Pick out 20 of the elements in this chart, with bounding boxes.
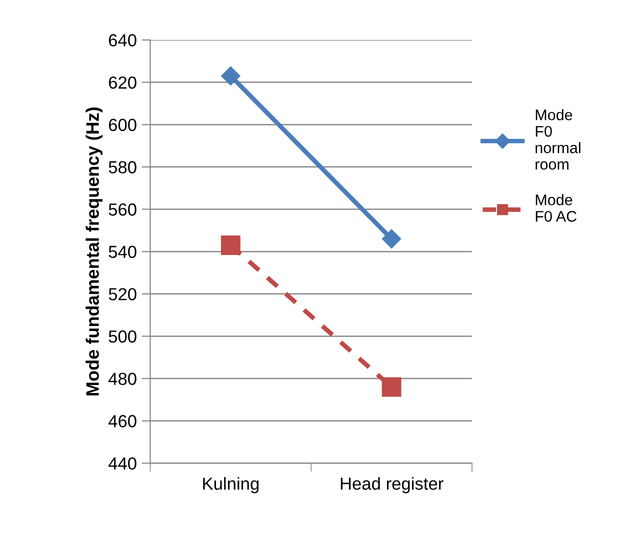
y-tick-label: 520 xyxy=(108,288,136,300)
y-tick-label: 540 xyxy=(108,246,136,258)
point xyxy=(382,377,402,397)
y-tick-label: 600 xyxy=(108,118,136,132)
y-tick-label: 480 xyxy=(108,372,136,385)
y-tick-label: 440 xyxy=(108,457,136,470)
legend-label: Mode F0 AC xyxy=(536,194,577,222)
x-tick-label: Head register xyxy=(340,477,444,494)
y-axis-title: Mode fundamental frequency (Hz) xyxy=(86,108,103,396)
point xyxy=(220,236,240,255)
y-tick-label: 640 xyxy=(108,34,136,46)
x-tick-label: Kulning xyxy=(203,477,259,494)
legend-label: Mode F0 normal room xyxy=(536,109,580,170)
y-tick-label: 500 xyxy=(108,330,136,343)
point xyxy=(221,66,240,86)
point xyxy=(382,229,402,248)
y-tick-label: 560 xyxy=(108,203,136,216)
y-tick-label: 580 xyxy=(108,161,136,174)
y-tick-label: 460 xyxy=(108,415,136,428)
y-tick-label: 620 xyxy=(108,76,136,89)
